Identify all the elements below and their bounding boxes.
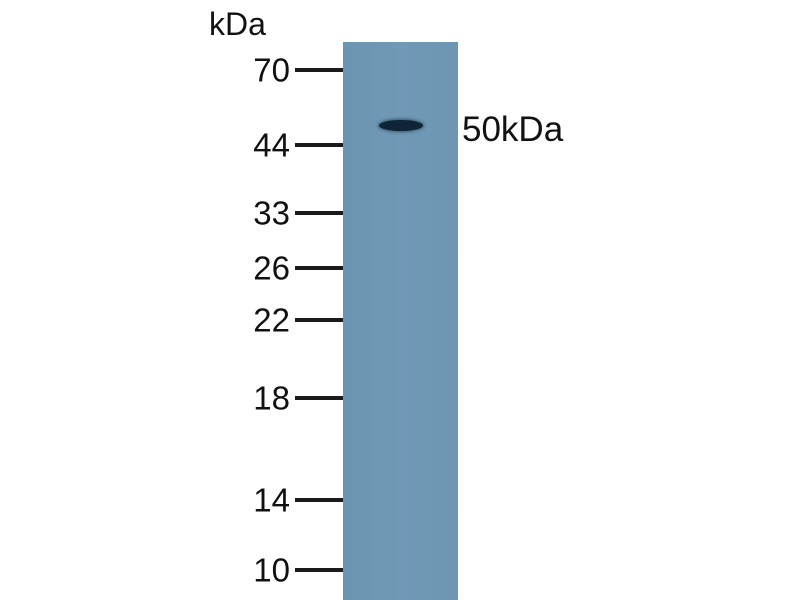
blot-lane bbox=[343, 42, 458, 600]
marker-label-18: 18 bbox=[253, 379, 290, 417]
protein-band bbox=[379, 120, 423, 131]
marker-tick-18 bbox=[295, 396, 343, 400]
band-label: 50kDa bbox=[462, 110, 564, 149]
marker-label-10: 10 bbox=[253, 551, 290, 589]
marker-tick-14 bbox=[295, 498, 343, 502]
marker-tick-70 bbox=[295, 68, 343, 72]
marker-tick-22 bbox=[295, 318, 343, 322]
marker-label-14: 14 bbox=[253, 481, 290, 519]
marker-label-33: 33 bbox=[253, 194, 290, 232]
marker-label-22: 22 bbox=[253, 301, 290, 339]
marker-label-26: 26 bbox=[253, 249, 290, 287]
marker-label-70: 70 bbox=[253, 51, 290, 89]
marker-tick-33 bbox=[295, 211, 343, 215]
marker-label-44: 44 bbox=[253, 126, 290, 164]
marker-tick-26 bbox=[295, 266, 343, 270]
unit-label: kDa bbox=[209, 6, 266, 42]
marker-tick-44 bbox=[295, 143, 343, 147]
marker-tick-10 bbox=[295, 568, 343, 572]
